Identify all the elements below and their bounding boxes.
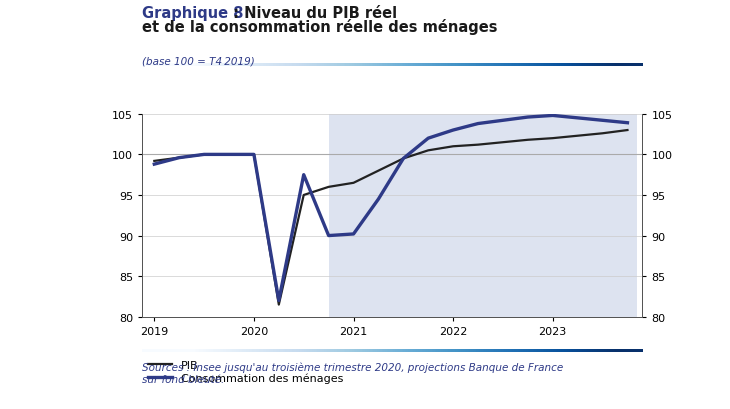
Text: : Niveau du PIB réel: : Niveau du PIB réel	[228, 6, 397, 21]
Text: (base 100 = T4 2019): (base 100 = T4 2019)	[142, 56, 255, 66]
Text: Graphique 8: Graphique 8	[142, 6, 244, 21]
Bar	[328, 115, 637, 317]
Text: Sources : Insee jusqu'au troisième trimestre 2020, projections Banque de France
: Sources : Insee jusqu'au troisième trime…	[142, 362, 564, 384]
Text: et de la consommation réelle des ménages: et de la consommation réelle des ménages	[142, 19, 498, 35]
Legend: PIB, Consommation des ménages: PIB, Consommation des ménages	[148, 360, 344, 383]
